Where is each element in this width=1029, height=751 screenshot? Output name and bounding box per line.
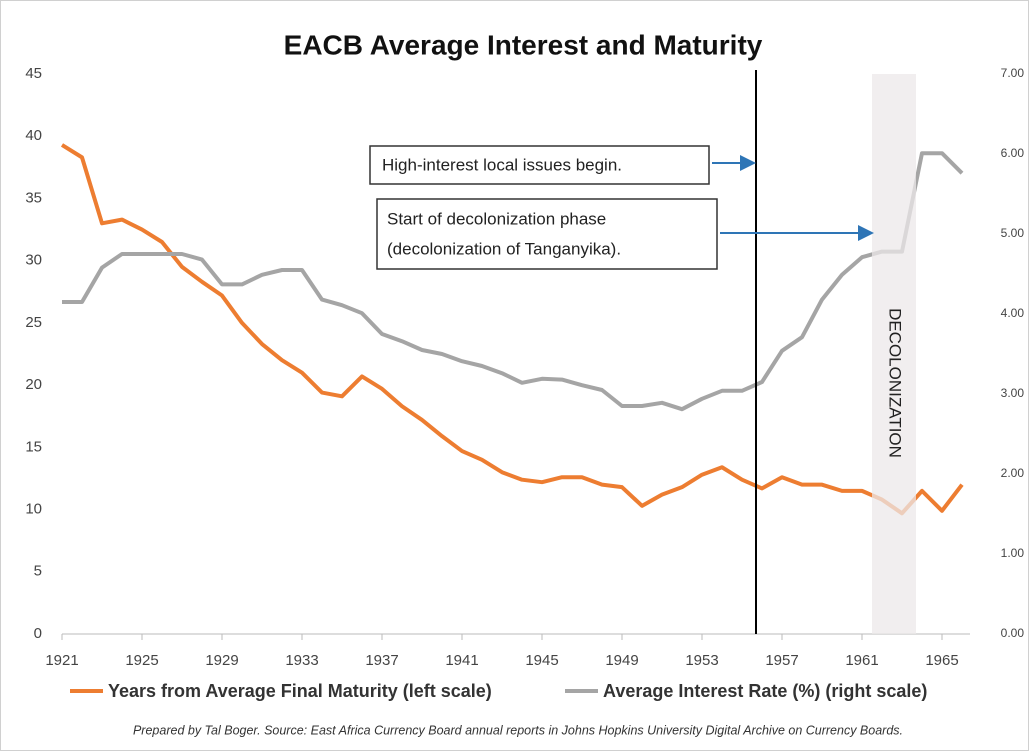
y2-tick-label: 7.00 [1001,66,1025,80]
x-tick-label: 1925 [125,652,158,669]
y-tick-label: 40 [25,127,42,144]
x-tick-label: 1941 [445,652,478,669]
x-tick-label: 1953 [685,652,718,669]
y-tick-label: 20 [25,376,42,393]
x-tick-label: 1945 [525,652,558,669]
annotation-box [369,145,710,185]
series-line [60,143,964,516]
y-tick-label: 45 [25,65,42,82]
x-tick-label: 1921 [45,652,78,669]
legend-label: Average Interest Rate (%) (right scale) [603,681,927,701]
x-tick-label: 1937 [365,652,398,669]
y2-tick-label: 3.00 [1001,386,1025,400]
y-tick-label: 30 [25,252,42,269]
x-tick-label: 1929 [205,652,238,669]
y-tick-label: 0 [34,625,42,642]
annotation-text: (decolonization of Tanganyika). [387,239,621,258]
y2-tick-label: 2.00 [1001,466,1025,480]
y2-tick-label: 1.00 [1001,546,1025,560]
x-tick-label: 1949 [605,652,638,669]
y2-tick-label: 0.00 [1001,626,1025,640]
series-line [62,151,964,412]
source-note: Prepared by Tal Boger. Source: East Afri… [133,723,903,737]
annotation-box [376,198,718,270]
legend-label: Years from Average Final Maturity (left … [108,681,492,701]
x-tick-label: 1961 [845,652,878,669]
y-tick-label: 15 [25,438,42,455]
y-tick-label: 25 [25,314,42,331]
y2-tick-label: 5.00 [1001,226,1025,240]
annotation-text: Start of decolonization phase [387,209,606,228]
y-tick-label: 10 [25,501,42,518]
chart-title: EACB Average Interest and Maturity [284,29,763,60]
y-tick-label: 35 [25,189,42,206]
shade-label: DECOLONIZATION [886,308,905,458]
y2-tick-label: 6.00 [1001,146,1025,160]
x-tick-label: 1965 [925,652,958,669]
annotation-text: High-interest local issues begin. [382,155,622,174]
y2-tick-label: 4.00 [1001,306,1025,320]
shade-band [872,74,916,634]
x-tick-label: 1957 [765,652,798,669]
y-tick-label: 5 [34,563,42,580]
x-tick-label: 1933 [285,652,318,669]
